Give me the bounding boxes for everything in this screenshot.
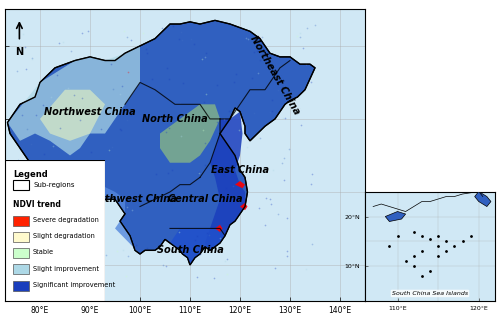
Text: East China: East China (211, 165, 269, 175)
Text: N: N (16, 47, 24, 57)
Polygon shape (160, 104, 220, 163)
Bar (13, 281, 29, 291)
Text: Central China: Central China (168, 194, 242, 204)
Polygon shape (215, 225, 222, 232)
Text: Stable: Stable (33, 250, 54, 256)
Polygon shape (205, 111, 245, 250)
Text: Slight degradation: Slight degradation (33, 233, 95, 239)
Bar (13, 264, 29, 274)
Text: Sub-regions: Sub-regions (33, 182, 74, 188)
Polygon shape (8, 20, 315, 265)
Bar (13, 248, 29, 258)
Polygon shape (235, 181, 245, 188)
Text: Northwest China: Northwest China (44, 107, 136, 116)
Polygon shape (170, 228, 225, 265)
Text: South China Sea Islands: South China Sea Islands (392, 291, 468, 296)
Text: North China: North China (142, 114, 208, 124)
Polygon shape (30, 163, 140, 254)
Bar (13, 181, 29, 190)
Text: Slight improvement: Slight improvement (33, 266, 99, 272)
Polygon shape (240, 203, 248, 210)
Text: Northeast China: Northeast China (248, 34, 302, 116)
Text: Significant improvement: Significant improvement (33, 282, 115, 288)
Polygon shape (8, 46, 140, 155)
Text: South China: South China (156, 245, 224, 255)
Bar (13, 216, 29, 226)
Polygon shape (40, 90, 105, 141)
Polygon shape (474, 192, 491, 207)
Bar (13, 232, 29, 242)
Text: NDVI trend: NDVI trend (13, 200, 61, 209)
Text: Legend: Legend (13, 170, 48, 179)
Polygon shape (386, 212, 406, 221)
Text: Southwest China: Southwest China (84, 194, 176, 204)
Text: Severe degradation: Severe degradation (33, 217, 99, 223)
